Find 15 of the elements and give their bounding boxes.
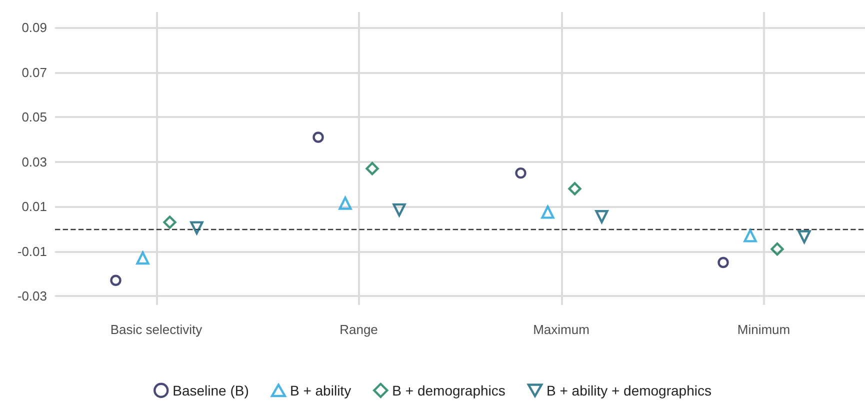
legend-label: Baseline (B): [172, 382, 249, 398]
x-tick-label: Minimum: [737, 322, 790, 337]
y-tick-label: 0.01: [22, 199, 47, 214]
y-tick-label: 0.09: [22, 20, 47, 36]
legend-label: B + demographics: [392, 382, 506, 398]
y-tick-label: -0.01: [17, 244, 47, 259]
legend-label: B + ability + demographics: [546, 382, 712, 398]
x-tick-label: Maximum: [533, 322, 590, 337]
y-tick-label: 0.03: [22, 154, 47, 170]
y-tick-label: -0.03: [17, 288, 47, 304]
legend-label: B + ability: [290, 382, 352, 398]
x-tick-label: Range: [340, 322, 378, 337]
y-tick-label: 0.07: [22, 64, 47, 80]
y-tick-label: 0.05: [22, 110, 47, 125]
x-tick-label: Basic selectivity: [110, 322, 203, 337]
